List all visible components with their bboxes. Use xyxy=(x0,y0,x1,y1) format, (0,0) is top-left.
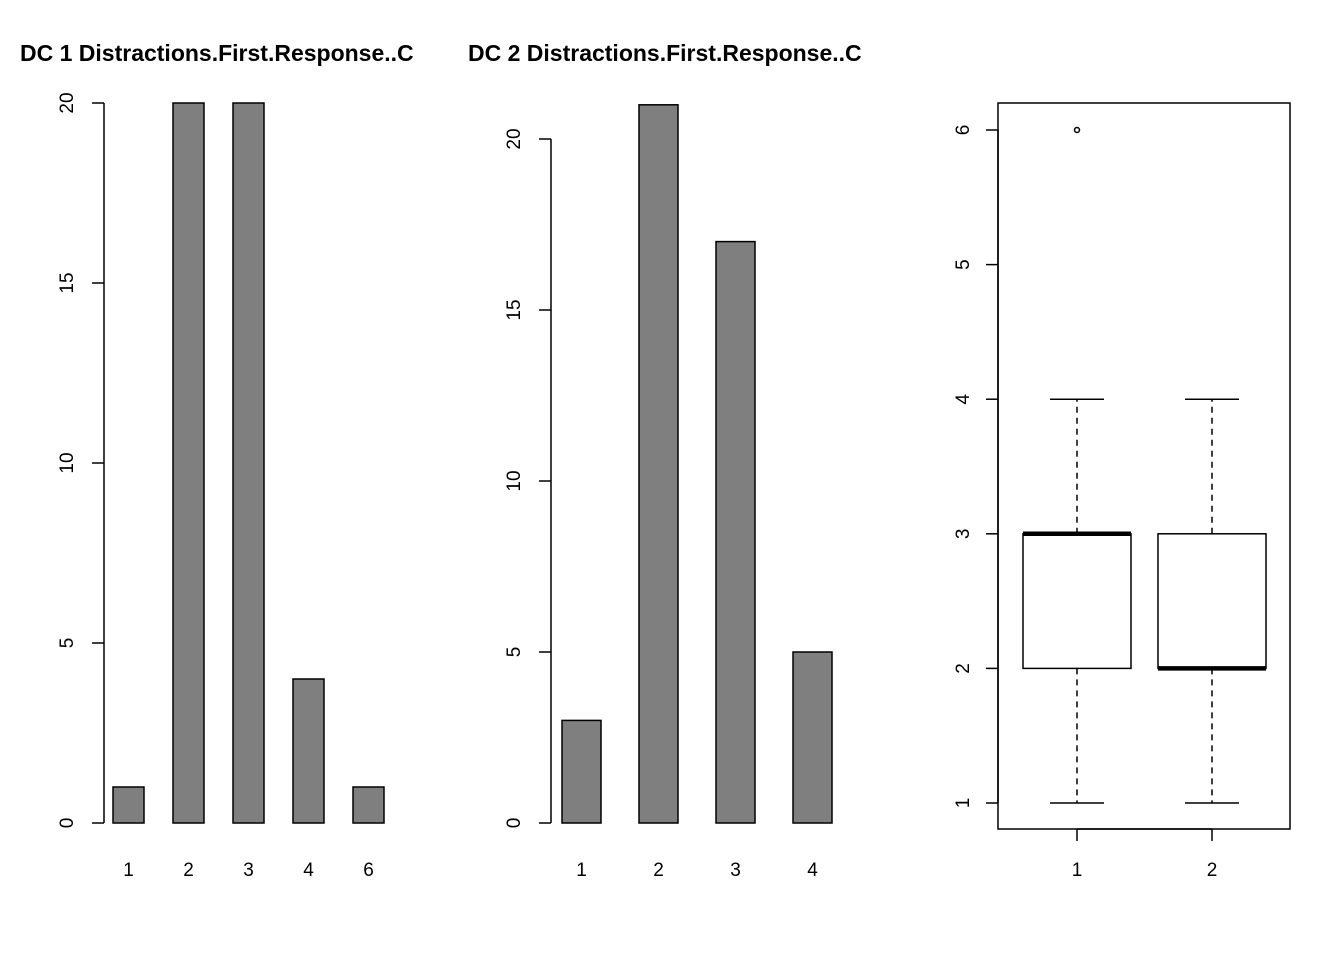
y-tick-label: 10 xyxy=(504,470,525,491)
y-tick-label: 6 xyxy=(953,125,974,136)
x-tick-label: 2 xyxy=(653,860,664,881)
chart2-title: DC 2 Distractions.First.Response..C xyxy=(468,40,862,66)
x-tick-label: 3 xyxy=(243,860,254,881)
boxplot-chart: 1 2 3 4 5 6 1 2 xyxy=(953,102,1291,881)
bar xyxy=(352,786,385,824)
chart1-title: DC 1 Distractions.First.Response..C xyxy=(20,40,414,66)
y-tick-label: 20 xyxy=(504,128,525,149)
y-tick-label: 4 xyxy=(953,393,974,404)
x-tick-label: 4 xyxy=(807,860,818,881)
y-tick-label: 3 xyxy=(953,529,974,540)
bar xyxy=(232,102,265,824)
box xyxy=(1157,533,1267,670)
y-tick-label: 10 xyxy=(57,452,78,473)
x-tick-label: 3 xyxy=(730,860,741,881)
bar xyxy=(792,651,833,824)
y-tick-label: 15 xyxy=(57,272,78,293)
box xyxy=(1022,533,1132,670)
x-tick-label: 2 xyxy=(1207,860,1218,881)
x-tick-label: 1 xyxy=(1072,860,1083,881)
x-tick-label: 1 xyxy=(123,860,134,881)
bar xyxy=(561,719,602,824)
bar xyxy=(715,240,756,824)
bar-chart-dc1: 0 5 10 15 20 1 2 3 4 6 xyxy=(57,92,385,881)
x-tick-label: 1 xyxy=(576,860,587,881)
bar xyxy=(112,786,145,824)
bar xyxy=(172,102,205,824)
y-tick-label: 0 xyxy=(57,818,78,829)
y-tick-label: 1 xyxy=(953,798,974,809)
y-tick-label: 5 xyxy=(504,647,525,658)
y-tick-label: 5 xyxy=(953,259,974,270)
y-tick-label: 20 xyxy=(57,92,78,113)
plot-frame xyxy=(997,102,1291,830)
x-tick-label: 4 xyxy=(303,860,314,881)
x-tick-label: 2 xyxy=(183,860,194,881)
y-tick-label: 2 xyxy=(953,663,974,674)
bar xyxy=(638,104,679,824)
y-tick-label: 0 xyxy=(504,818,525,829)
y-tick-label: 15 xyxy=(504,299,525,320)
bar-chart-dc2: 0 5 10 15 20 1 2 3 4 xyxy=(504,104,833,881)
outlier-point xyxy=(1073,126,1081,134)
y-tick-label: 5 xyxy=(57,638,78,649)
bar xyxy=(292,678,325,824)
x-tick-label: 6 xyxy=(363,860,374,881)
